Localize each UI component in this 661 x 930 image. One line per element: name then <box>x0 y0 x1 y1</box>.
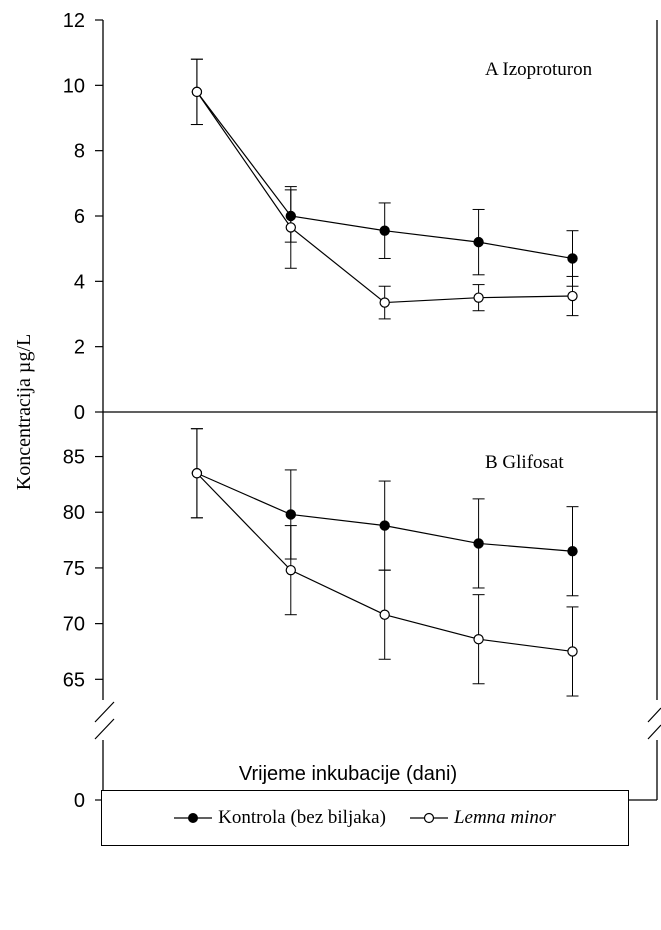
panel-a: 0 2 4 6 8 10 12 A Izoproturon <box>63 10 593 424</box>
legend: Kontrola (bez biljaka) Lemna minor <box>101 790 629 846</box>
data-point-open <box>567 290 578 302</box>
data-point-open <box>191 86 203 98</box>
legend-label-lemna: Lemna minor <box>453 807 556 828</box>
y-tick-label: 0 <box>74 402 85 424</box>
y-tick-label: 80 <box>63 502 85 524</box>
data-point-open <box>473 634 484 645</box>
y-tick-label: 4 <box>74 271 85 293</box>
legend-item-kontrola: Kontrola (bez biljaka) <box>174 807 386 829</box>
data-point-open <box>567 646 578 657</box>
panel-title: A Izoproturon <box>485 59 593 80</box>
y-tick-label: 75 <box>63 558 85 580</box>
data-point-filled <box>567 546 578 557</box>
y-tick-label: 10 <box>63 75 85 97</box>
y-tick-label: 6 <box>74 206 85 228</box>
y-tick-label: 2 <box>74 337 85 359</box>
data-point-filled <box>379 520 390 531</box>
panel-title: B Glifosat <box>485 452 564 473</box>
y-tick-label: 65 <box>63 669 85 691</box>
axis-break-left <box>94 701 115 740</box>
open-circle-marker-icon <box>409 812 448 824</box>
y-tick-label: 8 <box>74 141 85 163</box>
data-point-filled <box>473 236 484 248</box>
data-point-open <box>285 564 296 576</box>
axis-break-right <box>647 707 661 740</box>
legend-item-lemna: Lemna minor <box>409 807 556 829</box>
x-axis-label: Vrijeme inkubacije (dani) <box>239 763 457 785</box>
data-point-filled <box>379 225 390 236</box>
data-point-open <box>191 468 203 479</box>
series-line <box>196 91 573 304</box>
data-point-open <box>379 297 390 308</box>
data-point-open <box>473 292 484 303</box>
data-point-open <box>379 609 390 620</box>
y-axis-label: Koncentracija µg/L <box>13 334 35 490</box>
filled-circle-marker-icon <box>174 813 213 823</box>
y-tick-label: 0 <box>74 790 85 812</box>
y-tick-label: 85 <box>63 447 85 469</box>
legend-label-kontrola: Kontrola (bez biljaka) <box>218 807 386 828</box>
data-point-filled <box>567 253 578 264</box>
data-point-filled <box>285 509 296 520</box>
y-tick-label: 12 <box>63 10 85 32</box>
data-point-open <box>285 222 296 233</box>
y-tick-label: 70 <box>63 614 85 636</box>
plot-frame <box>94 20 661 801</box>
data-point-filled <box>473 538 484 549</box>
